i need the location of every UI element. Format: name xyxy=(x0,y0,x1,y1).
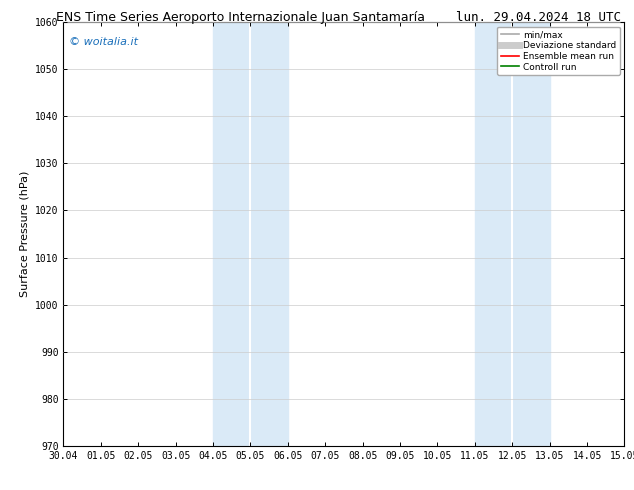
Text: © woitalia.it: © woitalia.it xyxy=(69,37,138,47)
Text: ENS Time Series Aeroporto Internazionale Juan Santamaría: ENS Time Series Aeroporto Internazionale… xyxy=(56,11,425,24)
Bar xyxy=(475,22,550,446)
Y-axis label: Surface Pressure (hPa): Surface Pressure (hPa) xyxy=(20,171,30,297)
Text: lun. 29.04.2024 18 UTC: lun. 29.04.2024 18 UTC xyxy=(456,11,621,24)
Legend: min/max, Deviazione standard, Ensemble mean run, Controll run: min/max, Deviazione standard, Ensemble m… xyxy=(497,26,620,75)
Bar xyxy=(213,22,288,446)
